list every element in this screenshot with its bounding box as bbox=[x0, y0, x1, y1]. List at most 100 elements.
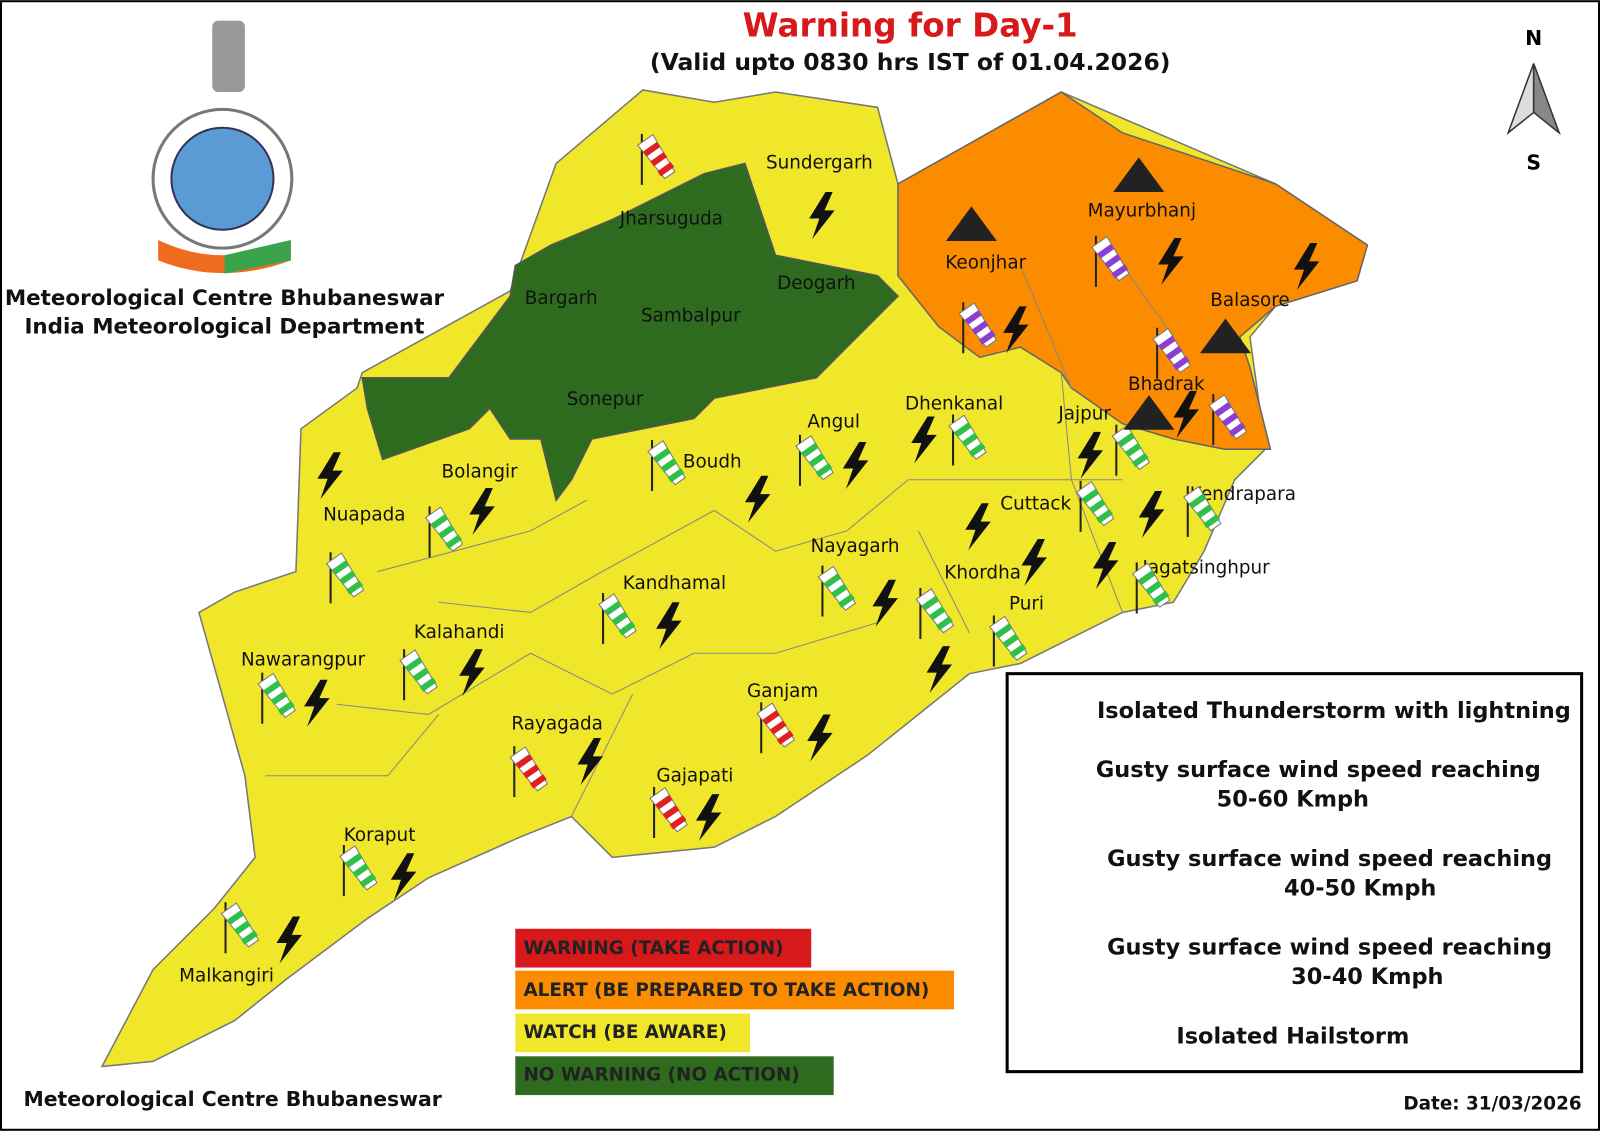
windsock-tube bbox=[220, 902, 260, 948]
lightning-icon bbox=[695, 794, 722, 842]
legend-detail: 40-50 Kmph bbox=[1284, 875, 1436, 901]
windsock-tube bbox=[1208, 394, 1247, 440]
windsock-tube bbox=[989, 615, 1028, 661]
lightning-icon bbox=[459, 649, 485, 697]
district-label: Rayagada bbox=[511, 714, 603, 735]
windsock-stripe bbox=[1228, 422, 1246, 437]
windsock-stripe bbox=[1009, 643, 1027, 659]
lightning-icon bbox=[1077, 431, 1104, 479]
lightning-icon bbox=[1138, 491, 1165, 538]
district-label: Malkangiri bbox=[179, 966, 274, 987]
windsock-stripe bbox=[1117, 432, 1135, 448]
windsock-stripe bbox=[1214, 402, 1232, 417]
windsock-icon bbox=[1131, 562, 1171, 614]
district-label: Balasore bbox=[1210, 290, 1289, 311]
windsock-tube bbox=[339, 845, 378, 891]
windsock-stripe bbox=[604, 601, 622, 616]
windsock-stripe bbox=[339, 570, 356, 585]
district-labels: Sundergarh Jharsuguda Deogarh Bargarh Sa… bbox=[179, 152, 1296, 986]
lightning-icon bbox=[1003, 306, 1029, 354]
windsock-stripe bbox=[921, 596, 939, 611]
windsock-icon bbox=[1111, 424, 1151, 476]
windsock-stripe bbox=[1124, 442, 1142, 458]
windsock-stripe bbox=[332, 560, 349, 575]
windsock-stripe bbox=[815, 463, 833, 478]
district-label: Jharsuguda bbox=[619, 209, 723, 230]
district-label: Cuttack bbox=[1000, 493, 1071, 514]
district-label: Sonepur bbox=[567, 389, 644, 410]
windsock-stripe bbox=[1158, 335, 1176, 351]
windsock-icon bbox=[989, 615, 1028, 667]
windsock-tube bbox=[1111, 424, 1151, 471]
windsock-tube bbox=[1075, 480, 1115, 527]
district-label: Gajapati bbox=[656, 766, 733, 787]
windsock-stripe bbox=[431, 514, 448, 529]
windsock-stripe bbox=[1002, 633, 1020, 649]
windsock-icon bbox=[948, 414, 987, 466]
district-boundaries bbox=[265, 265, 1174, 817]
windsock-icon bbox=[756, 702, 795, 754]
windsock-stripe bbox=[655, 795, 673, 810]
windsock-stripe bbox=[1111, 264, 1129, 279]
imd-logo bbox=[151, 20, 294, 274]
legend-label: Isolated Hailstorm bbox=[1176, 1023, 1409, 1049]
windsock-icon bbox=[1152, 327, 1191, 379]
legend-detail: 30-40 Kmph bbox=[1291, 964, 1443, 990]
windsock-icon bbox=[1208, 394, 1247, 446]
color-legend-label: WATCH (BE AWARE) bbox=[523, 1022, 726, 1043]
district-label: Bolangir bbox=[442, 462, 519, 483]
color-legend-label: NO WARNING (NO ACTION) bbox=[523, 1065, 799, 1086]
windsock-stripe bbox=[968, 442, 986, 458]
org-name: Meteorological Centre Bhubaneswar bbox=[5, 286, 445, 311]
windsock-tube bbox=[1182, 486, 1222, 532]
windsock-tube bbox=[598, 593, 637, 639]
lightning-icon bbox=[965, 503, 991, 551]
windsock-stripe bbox=[226, 910, 244, 925]
title: Warning for Day-1 bbox=[743, 7, 1078, 45]
windsock-icon bbox=[1182, 485, 1222, 537]
color-legend-label: WARNING (TAKE ACTION) bbox=[523, 938, 783, 959]
windsock-icon bbox=[220, 902, 260, 954]
windsock-tube bbox=[1152, 327, 1191, 374]
windsock-stripe bbox=[769, 720, 787, 735]
windsock-stripe bbox=[438, 524, 455, 539]
windsock-stripe bbox=[1189, 494, 1207, 509]
windsock-stripe bbox=[405, 657, 423, 672]
district-label: Angul bbox=[807, 412, 860, 433]
windsock-tube bbox=[948, 414, 987, 460]
lightning-icon bbox=[744, 475, 771, 523]
district-label: Deogarh bbox=[777, 273, 855, 294]
legend-label: Isolated Thunderstorm with lightning bbox=[1097, 698, 1571, 724]
windsock-stripe bbox=[643, 141, 661, 157]
district-label: Mayurbhanj bbox=[1088, 200, 1196, 221]
windsock-stripe bbox=[1096, 508, 1113, 524]
windsock-stripe bbox=[1138, 570, 1156, 585]
windsock-icon bbox=[509, 746, 549, 798]
windsock-stripe bbox=[618, 621, 636, 636]
lightning-icon bbox=[577, 737, 604, 785]
lightning-icon bbox=[1092, 542, 1119, 589]
windsock-stripe bbox=[762, 710, 780, 725]
windsock-stripe bbox=[1152, 590, 1170, 605]
color-swatch bbox=[515, 1056, 834, 1096]
compass-north: N bbox=[1525, 26, 1542, 50]
windsock-stripe bbox=[971, 320, 989, 335]
legend-detail: 50-60 Kmph bbox=[1217, 787, 1369, 813]
windsock-stripe bbox=[412, 667, 430, 682]
windsock-stripe bbox=[1097, 244, 1115, 259]
windsock-stripe bbox=[653, 448, 671, 463]
lightning-icon bbox=[1021, 538, 1047, 586]
color-swatch bbox=[515, 1013, 750, 1053]
windsock-stripe bbox=[995, 623, 1013, 638]
windsock-icon bbox=[257, 672, 296, 724]
hail-icon bbox=[1123, 395, 1175, 430]
color-swatch bbox=[515, 928, 812, 968]
windsock-stripe bbox=[964, 310, 982, 325]
windsock-tube bbox=[1091, 236, 1130, 282]
windsock-tube bbox=[509, 746, 549, 792]
windsock-stripe bbox=[1131, 452, 1149, 468]
lightning-icon bbox=[656, 602, 682, 650]
windsock-stripe bbox=[233, 920, 251, 935]
windsock-stripe bbox=[954, 422, 972, 437]
